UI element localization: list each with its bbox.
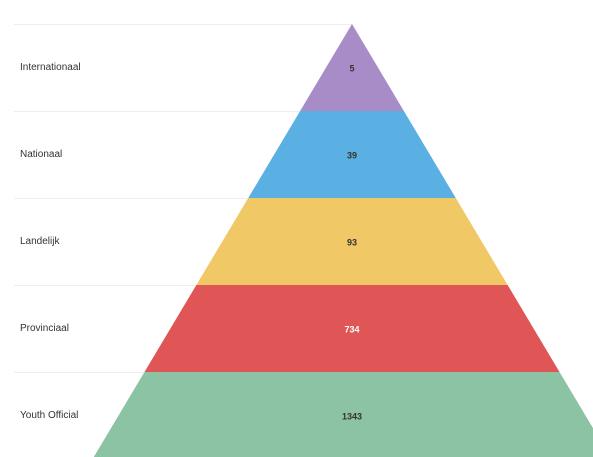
value-label-2: 39 bbox=[347, 151, 357, 161]
pyramid-level-5 bbox=[93, 372, 593, 457]
level-separator-4 bbox=[14, 285, 197, 286]
value-label-3: 93 bbox=[347, 238, 357, 248]
level-label-3: Landelijk bbox=[20, 235, 60, 247]
value-label-1: 5 bbox=[349, 64, 354, 74]
pyramid-level-4 bbox=[144, 285, 560, 372]
level-label-1: Internationaal bbox=[20, 61, 81, 73]
value-label-4: 734 bbox=[344, 325, 359, 335]
value-label-5: 1343 bbox=[342, 412, 362, 422]
level-separator-1 bbox=[14, 24, 352, 25]
level-label-4: Provinciaal bbox=[20, 322, 69, 334]
level-separator-5 bbox=[14, 372, 145, 373]
level-separator-3 bbox=[14, 198, 249, 199]
pyramid-level-3 bbox=[196, 198, 508, 285]
level-label-5: Youth Official bbox=[20, 409, 79, 421]
level-separator-2 bbox=[14, 111, 301, 112]
level-label-2: Nationaal bbox=[20, 148, 63, 160]
pyramid-level-2 bbox=[248, 111, 456, 198]
pyramid-level-1 bbox=[300, 24, 404, 111]
